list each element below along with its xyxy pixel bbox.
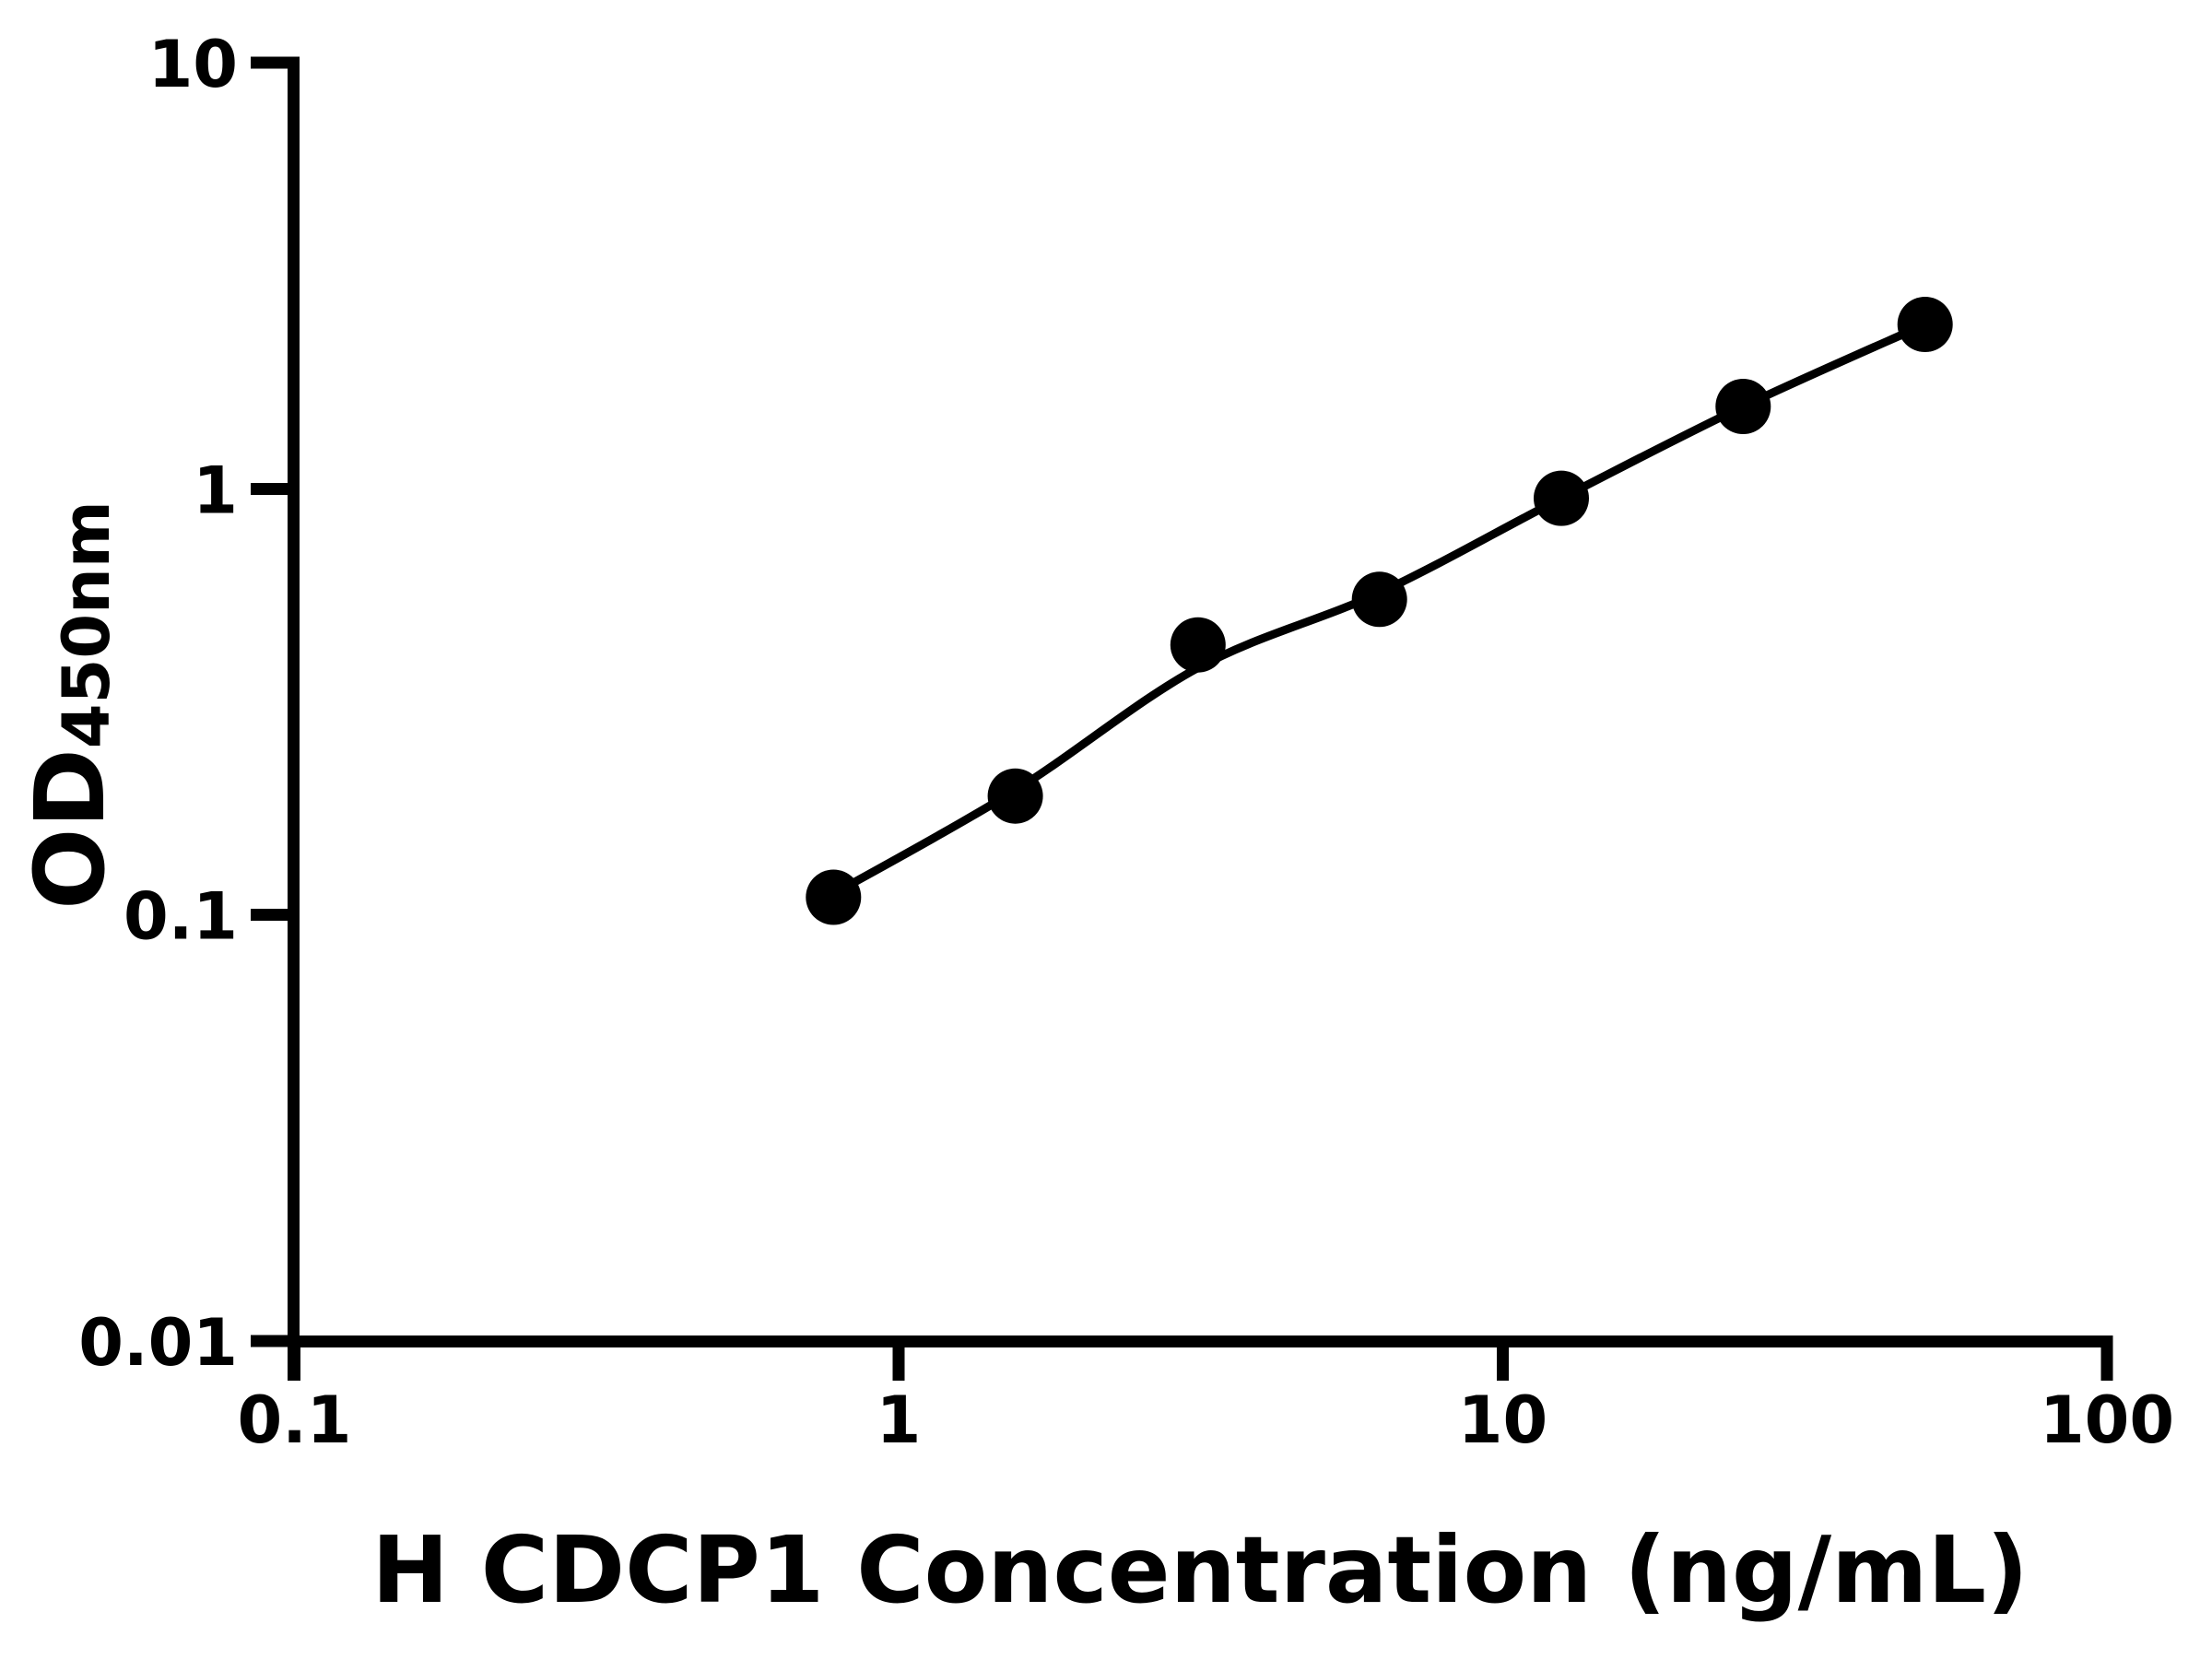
y-tick-label: 0.1 [124,879,238,955]
x-tick-label: 1 [877,1382,922,1458]
y-tick-label: 1 [193,453,238,528]
data-point [987,768,1043,824]
data-point [1351,571,1407,628]
data-point [1170,617,1226,673]
y-axis-tick-labels: 10 1 0.1 0.01 [78,27,238,1381]
x-axis-tick-labels: 0.1 1 10 100 [237,1382,2174,1458]
data-point [806,869,862,925]
x-axis-ticks [288,1342,2113,1381]
data-point [1534,470,1589,526]
data-points [806,297,1953,925]
data-point [1715,379,1771,434]
y-axis-title: OD450nm [14,500,126,910]
y-axis-title-subscript: 450nm [49,500,124,748]
y-tick-label: 0.01 [78,1305,238,1381]
x-axis-title: H CDCP1 Concentration (ng/mL) [371,1516,2029,1624]
data-point [1897,297,1953,352]
y-tick-label: 10 [148,27,238,102]
y-axis-ticks [251,56,294,1347]
x-tick-label: 100 [2040,1382,2174,1458]
y-axis-title-main: OD [14,748,126,910]
x-tick-label: 10 [1458,1382,1547,1458]
x-tick-label: 0.1 [237,1382,351,1458]
